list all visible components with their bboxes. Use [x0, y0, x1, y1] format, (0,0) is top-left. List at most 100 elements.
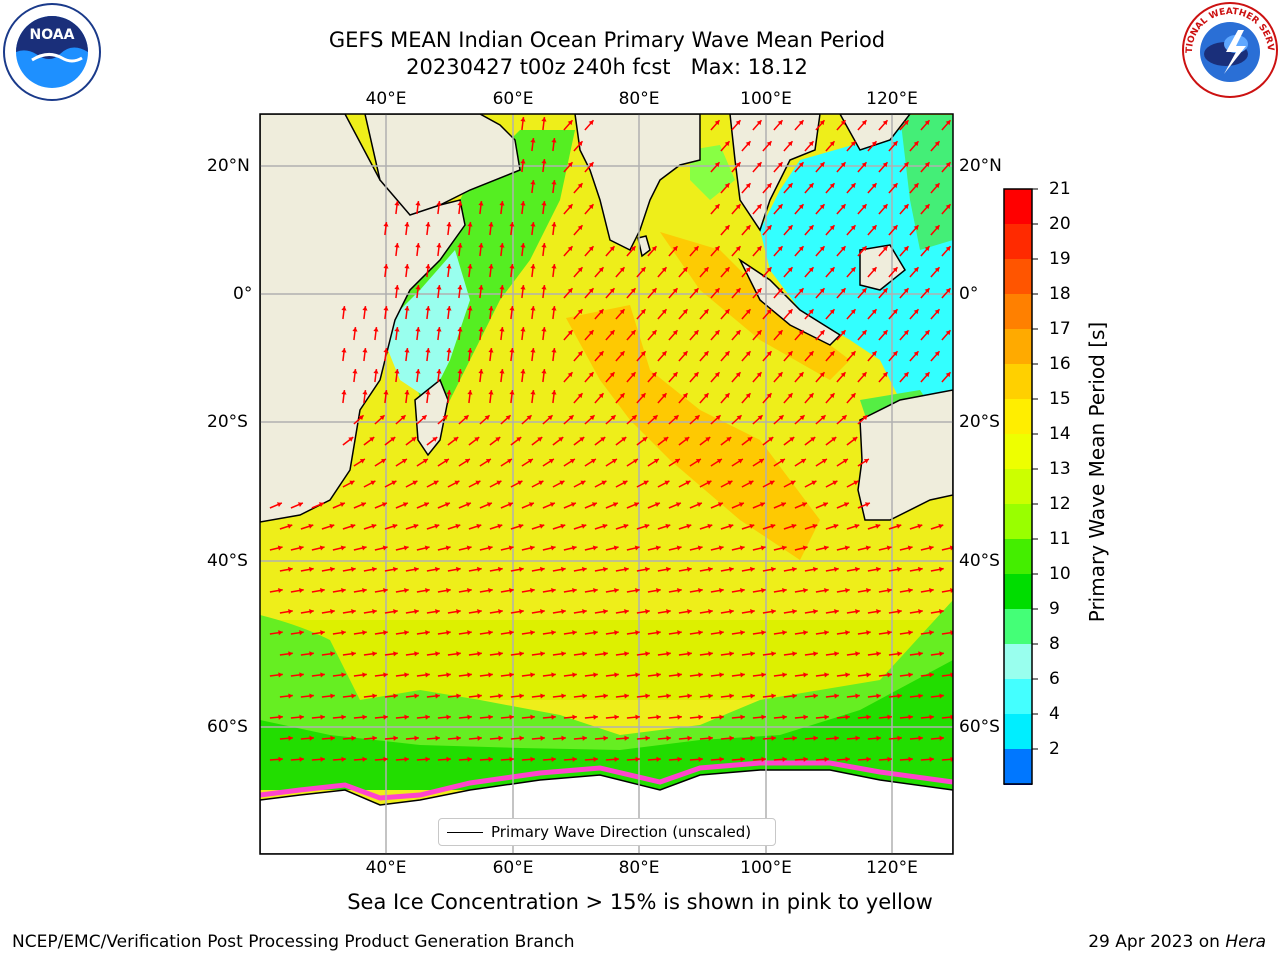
wave-direction-arrowhead	[351, 735, 356, 741]
wave-direction-arrowhead	[876, 651, 881, 657]
lat-label-right: 40°S	[959, 551, 1000, 571]
wave-direction-arrowhead	[672, 330, 678, 336]
wave-direction-arrowhead	[698, 714, 703, 720]
wave-direction-arrowhead	[845, 714, 850, 720]
wave-direction-arrowhead	[714, 288, 720, 294]
wave-direction-arrowhead	[394, 285, 400, 290]
lat-label-left: 20°N	[207, 156, 250, 176]
colorbar-tick-label: 11	[1049, 529, 1071, 549]
wave-direction-arrowhead	[572, 630, 577, 636]
wave-direction-arrowhead	[708, 735, 713, 741]
wave-direction-arrowhead	[588, 204, 594, 210]
wave-direction-arrowhead	[844, 545, 850, 551]
wave-direction-arrowhead	[530, 180, 536, 185]
wave-direction-arrowhead	[757, 415, 763, 421]
map-legend: Primary Wave Direction (unscaled)	[438, 818, 776, 846]
wave-direction-arrowhead	[850, 267, 856, 273]
wave-direction-arrowhead	[411, 437, 417, 442]
wave-direction-arrowhead	[635, 672, 640, 678]
wave-direction-arrowhead	[866, 587, 871, 594]
wave-direction-arrowhead	[352, 327, 358, 332]
wave-direction-arrowhead	[861, 204, 867, 210]
wave-direction-arrowhead	[714, 204, 720, 210]
wave-direction-arrowhead	[436, 285, 442, 290]
wave-direction-arrowhead	[871, 225, 877, 231]
wave-direction-arrowhead	[934, 225, 940, 231]
indochina-land	[729, 114, 821, 232]
wave-direction-arrowhead	[781, 545, 787, 551]
wave-direction-arrowhead	[527, 459, 533, 464]
wave-direction-arrowhead	[394, 243, 400, 248]
wave-direction-arrowhead	[656, 672, 661, 678]
wave-direction-arrowhead	[886, 545, 892, 551]
wave-direction-arrowhead	[520, 285, 526, 290]
wave-direction-arrowhead	[798, 120, 804, 126]
wave-direction-arrowhead	[509, 587, 514, 594]
wave-direction-arrowhead	[383, 630, 388, 636]
wave-direction-arrowhead	[383, 264, 389, 269]
wave-direction-arrowhead	[415, 369, 421, 374]
wave-direction-arrowhead	[588, 372, 594, 378]
wave-direction-arrowhead	[588, 120, 594, 126]
wave-direction-arrowhead	[694, 415, 700, 421]
wave-direction-arrowhead	[372, 693, 377, 699]
wave-direction-arrowhead	[394, 201, 400, 206]
wave-direction-arrowhead	[401, 459, 407, 464]
wave-direction-arrowhead	[855, 735, 860, 741]
wave-direction-arrowhead	[779, 459, 785, 464]
wave-direction-arrowhead	[498, 609, 503, 615]
wave-direction-arrowhead	[414, 651, 419, 657]
wave-direction-arrowhead	[682, 267, 688, 273]
wave-direction-arrowhead	[808, 183, 814, 189]
wave-direction-arrowhead	[589, 415, 595, 421]
wave-direction-arrowhead	[834, 735, 839, 741]
wave-direction-arrowhead	[351, 693, 356, 699]
wave-direction-arrowhead	[393, 693, 398, 699]
wave-direction-arrowhead	[656, 756, 661, 762]
wave-direction-arrowhead	[624, 651, 629, 657]
wave-direction-arrowhead	[863, 459, 869, 464]
wave-direction-arrowhead	[892, 183, 898, 189]
wave-direction-arrowhead	[567, 372, 573, 378]
wave-direction-arrowhead	[673, 415, 679, 421]
lat-label-left: 20°S	[207, 412, 248, 432]
colorbar-segment	[1004, 679, 1032, 714]
wave-direction-arrowhead	[777, 330, 783, 336]
lat-label-right: 20°N	[959, 156, 1002, 176]
wave-direction-arrowhead	[808, 225, 814, 231]
wave-direction-arrowhead	[929, 587, 934, 594]
wave-direction-arrowhead	[945, 120, 951, 126]
colorbar-tick-label: 10	[1049, 564, 1071, 584]
wave-direction-arrowhead	[454, 480, 460, 486]
wave-direction-arrowhead	[393, 651, 398, 657]
colorbar-frame	[1003, 188, 1033, 785]
wave-direction-arrowhead	[526, 415, 532, 421]
wave-direction-arrowhead	[871, 183, 877, 189]
colorbar	[1003, 188, 1038, 785]
wave-direction-arrowhead	[477, 693, 482, 699]
wave-direction-arrowhead	[903, 372, 909, 378]
wave-direction-arrowhead	[934, 183, 940, 189]
wave-direction-arrowhead	[530, 138, 536, 143]
wave-direction-arrowhead	[558, 437, 564, 442]
wave-direction-arrowhead	[798, 288, 804, 294]
wave-direction-arrowhead	[541, 369, 547, 374]
wave-direction-arrowhead	[635, 714, 640, 720]
wave-direction-arrowhead	[529, 545, 535, 551]
wave-direction-arrowhead	[887, 756, 892, 762]
wave-direction-arrowhead	[803, 587, 808, 594]
wave-direction-arrowhead	[663, 437, 669, 442]
wave-direction-arrowhead	[664, 480, 670, 486]
wave-direction-arrowhead	[862, 415, 868, 421]
wave-direction-arrowhead	[803, 756, 808, 762]
wave-direction-arrowhead	[714, 120, 720, 126]
wave-direction-arrowhead	[530, 630, 535, 636]
wave-direction-arrowhead	[887, 672, 892, 678]
wave-direction-arrowhead	[685, 480, 691, 486]
wave-direction-arrowhead	[425, 348, 431, 353]
wave-direction-arrowhead	[864, 502, 870, 507]
wave-direction-arrowhead	[455, 523, 461, 529]
wave-direction-arrowhead	[698, 672, 703, 678]
wave-direction-arrowhead	[819, 120, 825, 126]
wave-direction-arrowhead	[362, 306, 368, 311]
